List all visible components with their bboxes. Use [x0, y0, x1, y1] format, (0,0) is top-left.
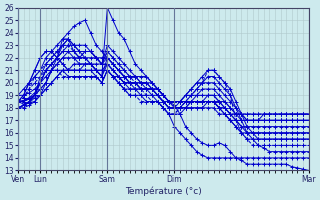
- X-axis label: Température (°c): Température (°c): [125, 186, 202, 196]
